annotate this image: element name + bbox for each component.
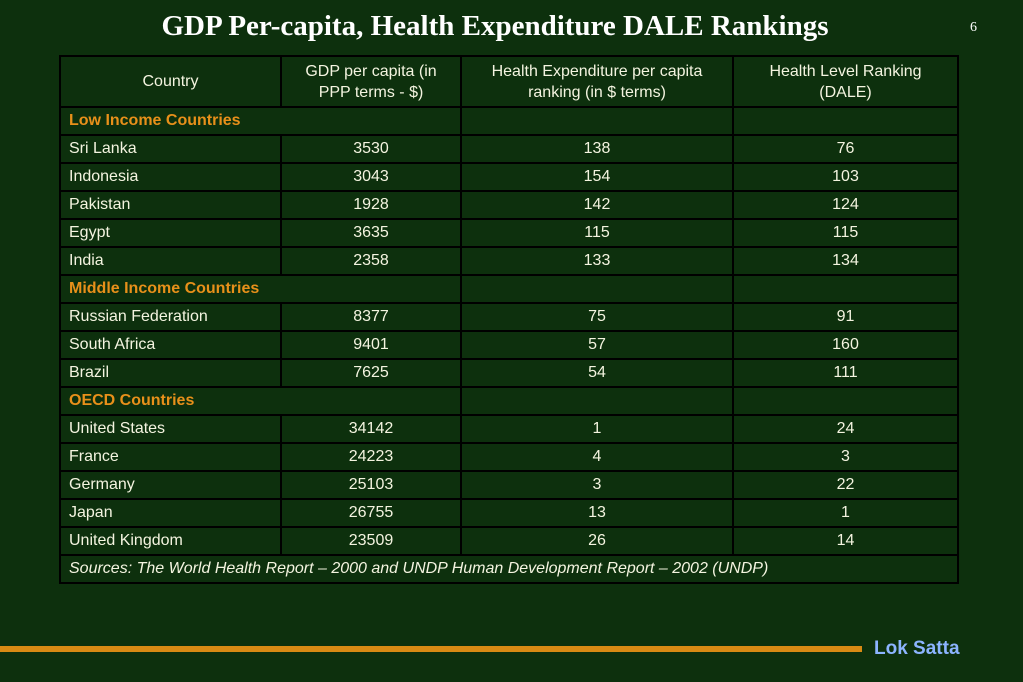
- health-expenditure-cell: 75: [460, 302, 734, 332]
- source-row: Sources: The World Health Report – 2000 …: [59, 554, 959, 584]
- health-expenditure-cell: 138: [460, 134, 734, 164]
- health-expenditure-cell: 13: [460, 498, 734, 528]
- table-header-row: Country GDP per capita (in PPP terms - $…: [59, 55, 959, 108]
- slide-title: GDP Per-capita, Health Expenditure DALE …: [161, 10, 829, 42]
- country-cell: Egypt: [59, 218, 282, 248]
- country-cell: India: [59, 246, 282, 276]
- table-row: Indonesia 3043 154 103: [59, 162, 959, 192]
- health-expenditure-cell: 142: [460, 190, 734, 220]
- dale-cell: 1: [732, 498, 959, 528]
- dale-cell: 160: [732, 330, 959, 360]
- health-expenditure-cell: 26: [460, 526, 734, 556]
- header-health-expenditure: Health Expenditure per capita ranking (i…: [460, 55, 734, 108]
- country-cell: United Kingdom: [59, 526, 282, 556]
- dale-cell: 134: [732, 246, 959, 276]
- country-cell: Indonesia: [59, 162, 282, 192]
- health-expenditure-cell: 133: [460, 246, 734, 276]
- gdp-cell: 3043: [280, 162, 462, 192]
- gdp-cell: 2358: [280, 246, 462, 276]
- empty-cell: [460, 106, 734, 136]
- footer-bar: [0, 646, 862, 652]
- dale-cell: 24: [732, 414, 959, 444]
- table-row: Brazil 7625 54 111: [59, 358, 959, 388]
- dale-cell: 115: [732, 218, 959, 248]
- gdp-cell: 23509: [280, 526, 462, 556]
- table-row: Pakistan 1928 142 124: [59, 190, 959, 220]
- table-row: United Kingdom 23509 26 14: [59, 526, 959, 556]
- header-country: Country: [59, 55, 282, 108]
- country-cell: South Africa: [59, 330, 282, 360]
- empty-cell: [732, 274, 959, 304]
- table-row: Japan 26755 13 1: [59, 498, 959, 528]
- dale-cell: 103: [732, 162, 959, 192]
- country-cell: Japan: [59, 498, 282, 528]
- gdp-cell: 26755: [280, 498, 462, 528]
- table-row: United States 34142 1 24: [59, 414, 959, 444]
- health-expenditure-cell: 115: [460, 218, 734, 248]
- page-number: 6: [970, 20, 977, 35]
- dale-cell: 3: [732, 442, 959, 472]
- gdp-cell: 24223: [280, 442, 462, 472]
- gdp-cell: 7625: [280, 358, 462, 388]
- dale-cell: 111: [732, 358, 959, 388]
- header-gdp: GDP per capita (in PPP terms - $): [280, 55, 462, 108]
- health-expenditure-cell: 3: [460, 470, 734, 500]
- health-expenditure-cell: 54: [460, 358, 734, 388]
- group-row: OECD Countries: [59, 386, 959, 416]
- country-cell: Pakistan: [59, 190, 282, 220]
- empty-cell: [732, 386, 959, 416]
- table-row: Sri Lanka 3530 138 76: [59, 134, 959, 164]
- group-label: OECD Countries: [59, 386, 462, 416]
- gdp-cell: 9401: [280, 330, 462, 360]
- empty-cell: [460, 386, 734, 416]
- source-note: Sources: The World Health Report – 2000 …: [59, 554, 959, 584]
- country-cell: Germany: [59, 470, 282, 500]
- empty-cell: [732, 106, 959, 136]
- gdp-cell: 8377: [280, 302, 462, 332]
- table-row: France 24223 4 3: [59, 442, 959, 472]
- country-cell: Brazil: [59, 358, 282, 388]
- gdp-cell: 25103: [280, 470, 462, 500]
- dale-cell: 76: [732, 134, 959, 164]
- table-body: Low Income Countries Sri Lanka 3530 138 76 In…: [59, 106, 959, 584]
- table-row: India 2358 133 134: [59, 246, 959, 276]
- footer-brand: Lok Satta: [874, 638, 960, 659]
- gdp-cell: 34142: [280, 414, 462, 444]
- empty-cell: [460, 274, 734, 304]
- country-cell: France: [59, 442, 282, 472]
- country-cell: Sri Lanka: [59, 134, 282, 164]
- dale-cell: 22: [732, 470, 959, 500]
- table-row: South Africa 9401 57 160: [59, 330, 959, 360]
- group-label: Middle Income Countries: [59, 274, 462, 304]
- data-table: Country GDP per capita (in PPP terms - $…: [59, 55, 959, 584]
- dale-cell: 124: [732, 190, 959, 220]
- health-expenditure-cell: 1: [460, 414, 734, 444]
- country-cell: Russian Federation: [59, 302, 282, 332]
- gdp-cell: 3530: [280, 134, 462, 164]
- group-row: Middle Income Countries: [59, 274, 959, 304]
- dale-cell: 14: [732, 526, 959, 556]
- health-expenditure-cell: 4: [460, 442, 734, 472]
- dale-cell: 91: [732, 302, 959, 332]
- gdp-cell: 3635: [280, 218, 462, 248]
- health-expenditure-cell: 154: [460, 162, 734, 192]
- gdp-cell: 1928: [280, 190, 462, 220]
- table-row: Russian Federation 8377 75 91: [59, 302, 959, 332]
- table-row: Germany 25103 3 22: [59, 470, 959, 500]
- group-label: Low Income Countries: [59, 106, 462, 136]
- header-dale: Health Level Ranking (DALE): [732, 55, 959, 108]
- country-cell: United States: [59, 414, 282, 444]
- table-row: Egypt 3635 115 115: [59, 218, 959, 248]
- group-row: Low Income Countries: [59, 106, 959, 136]
- health-expenditure-cell: 57: [460, 330, 734, 360]
